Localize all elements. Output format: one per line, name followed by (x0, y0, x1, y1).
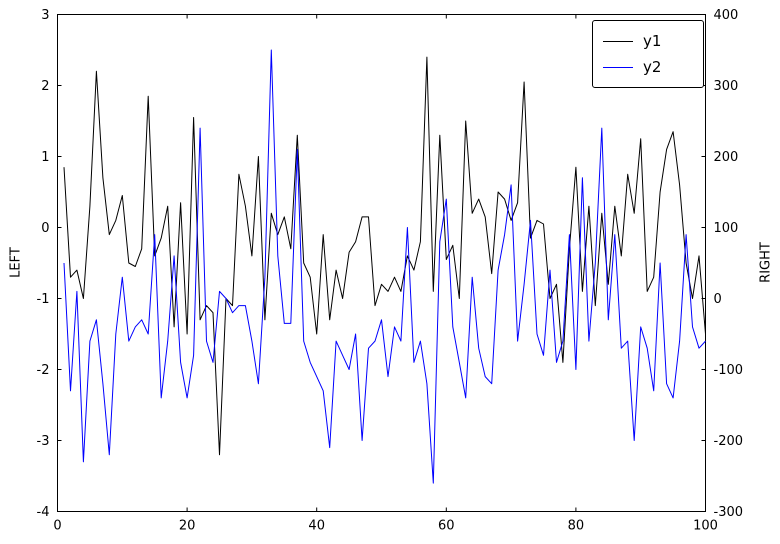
x-tick-label: 80 (568, 519, 585, 534)
legend-line-y1 (603, 40, 633, 42)
x-tick-label: 60 (438, 519, 455, 534)
right-axis-title: RIGHT (758, 242, 774, 283)
x-tick-label: 0 (53, 519, 61, 534)
y-left-tick-label: 1 (41, 150, 49, 165)
left-axis-title: LEFT (8, 247, 24, 278)
series-line-y2 (63, 49, 706, 484)
y-right-tick-label: -300 (714, 505, 744, 520)
x-tick-label: 100 (693, 519, 718, 534)
y-left-tick-label: -2 (37, 363, 50, 378)
y-right-tick-label: 100 (714, 221, 739, 236)
y-left-tick-label: -3 (37, 434, 50, 449)
legend-line-y2 (603, 66, 633, 68)
plot-border (57, 14, 706, 512)
y-right-tick-label: -200 (714, 434, 744, 449)
y-left-tick-label: 2 (41, 79, 49, 94)
y-right-tick-label: 0 (714, 292, 722, 307)
y-left-tick-label: 3 (41, 8, 49, 23)
x-tick-label: 40 (308, 519, 325, 534)
legend-entry-y1: y1 (603, 28, 693, 54)
series-line-y1 (63, 56, 706, 456)
y-right-tick-label: -100 (714, 363, 744, 378)
legend: y1 y2 (592, 20, 704, 88)
legend-label-y2: y2 (643, 57, 662, 76)
y-left-tick-label: -1 (37, 292, 50, 307)
y-right-tick-label: 200 (714, 150, 739, 165)
y-right-tick-label: 400 (714, 8, 739, 23)
x-tick-label: 20 (179, 519, 196, 534)
y-left-tick-label: -4 (37, 505, 50, 520)
y-right-tick-label: 300 (714, 79, 739, 94)
y-left-tick-label: 0 (41, 221, 49, 236)
legend-label-y1: y1 (643, 31, 662, 50)
legend-entry-y2: y2 (603, 54, 693, 80)
